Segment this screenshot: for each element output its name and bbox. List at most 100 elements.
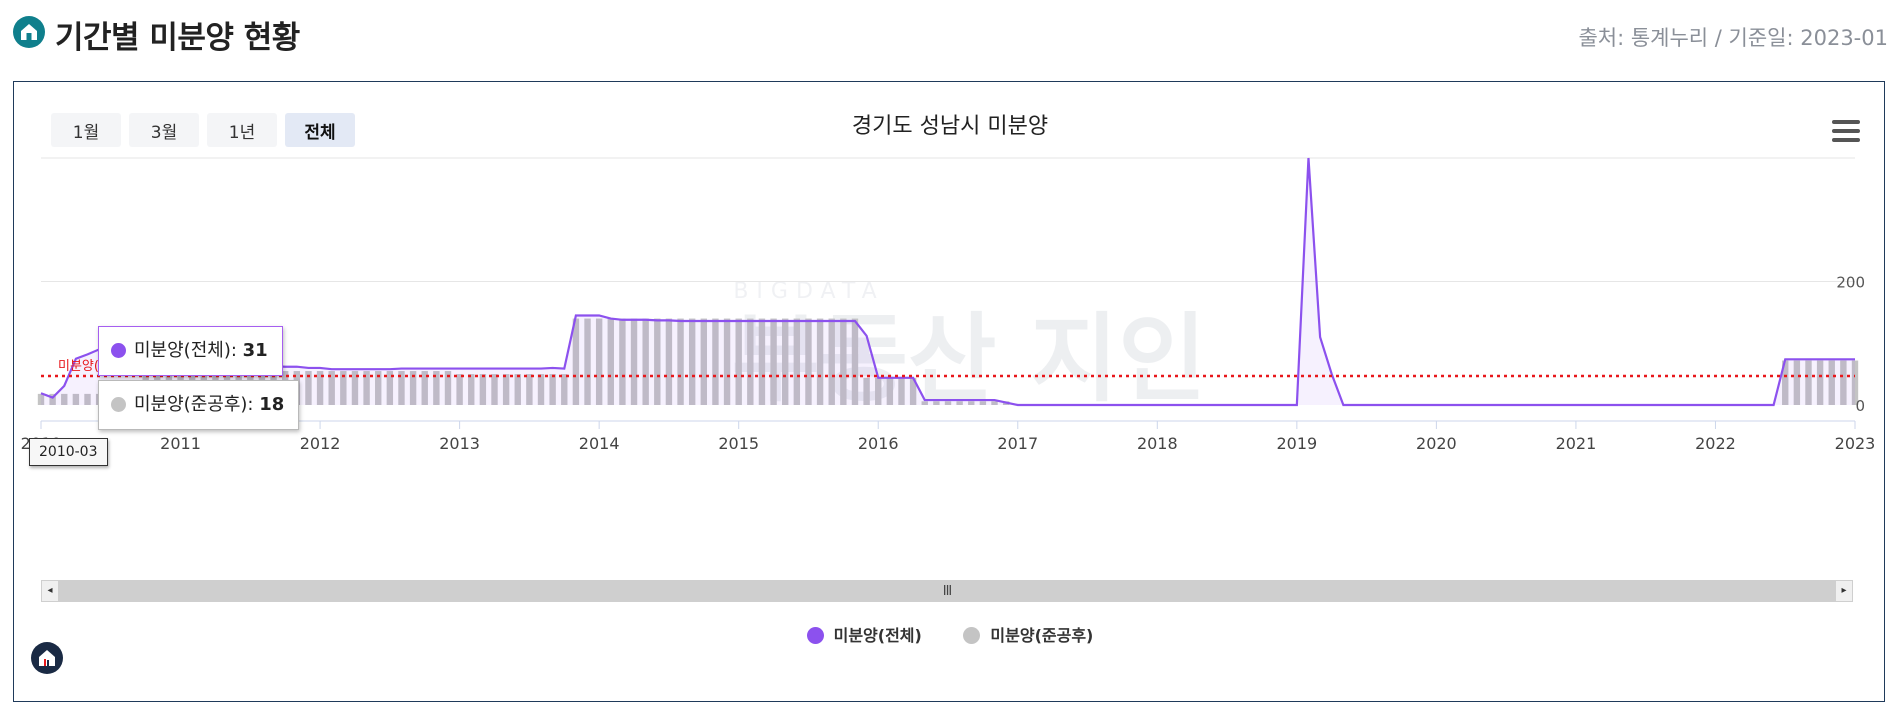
- range-button-1month[interactable]: 1월: [51, 113, 121, 147]
- tooltip-total: 미분양(전체): 31: [98, 326, 283, 376]
- completed-bar: [991, 401, 998, 405]
- chart-panel: 1월 3월 1년 전체 경기도 성남시 미분양 BIGDATA 부동산 지인 미…: [13, 81, 1885, 702]
- x-tick-label: 2022: [1695, 434, 1736, 453]
- x-axis-tooltip: 2010-03: [29, 438, 108, 466]
- completed-bar: [688, 318, 696, 405]
- y-tick-label: 200: [1836, 274, 1865, 292]
- tooltip-completed: 미분양(준공후): 18: [98, 380, 300, 430]
- completed-bar: [793, 318, 801, 405]
- completed-bar: [572, 318, 580, 405]
- completed-bar: [514, 374, 521, 405]
- completed-bar: [875, 377, 882, 405]
- completed-bar: [409, 371, 417, 405]
- legend-dot-completed: [963, 627, 981, 644]
- completed-bar: [479, 374, 487, 405]
- completed-bar: [351, 371, 359, 405]
- hamburger-menu-icon[interactable]: [1832, 120, 1860, 142]
- completed-bar: [37, 393, 45, 405]
- tooltip-total-dot: [111, 343, 126, 358]
- completed-bar: [468, 374, 475, 405]
- scrollbar-thumb[interactable]: III: [59, 580, 1835, 602]
- scrollbar-grip[interactable]: III: [942, 584, 952, 599]
- completed-bar: [1816, 360, 1824, 405]
- completed-bar: [1840, 360, 1847, 405]
- completed-bar: [677, 318, 684, 405]
- scroll-left-arrow-icon[interactable]: ◂: [41, 580, 59, 602]
- tooltip-completed-dot: [111, 397, 126, 412]
- completed-bar: [840, 318, 847, 405]
- home-brand-icon[interactable]: [31, 642, 63, 674]
- completed-bar: [328, 371, 335, 405]
- home-icon: [13, 16, 45, 48]
- page-title: 기간별 미분양 현황: [55, 20, 300, 56]
- completed-bar: [805, 318, 812, 405]
- completed-bar: [654, 318, 661, 405]
- completed-bar: [700, 318, 708, 405]
- completed-bar: [863, 377, 870, 405]
- completed-bar: [735, 318, 742, 405]
- legend-dot-total: [806, 627, 824, 644]
- range-button-3months[interactable]: 3월: [129, 113, 199, 147]
- completed-bar: [816, 318, 824, 405]
- x-tick-label: 2011: [160, 434, 201, 453]
- legend-item-completed[interactable]: 미분양(준공후): [963, 622, 1093, 646]
- completed-bar: [49, 393, 56, 405]
- source-info: 출처: 통계누리 / 기준일: 2023-01: [1578, 26, 1888, 50]
- completed-bar: [305, 371, 312, 405]
- chart-scrollbar[interactable]: III ◂ ▸: [41, 580, 1853, 602]
- completed-bar: [933, 401, 940, 405]
- completed-bar: [502, 374, 510, 405]
- completed-bar: [444, 371, 452, 405]
- completed-bar: [421, 371, 428, 405]
- completed-bar: [607, 318, 614, 405]
- legend-label-total: 미분양(전체): [833, 626, 922, 645]
- completed-bar: [956, 401, 963, 405]
- completed-bar: [526, 374, 533, 405]
- range-button-all[interactable]: 전체: [285, 113, 355, 147]
- chart-title: 경기도 성남시 미분양: [851, 114, 1049, 139]
- x-tick-label: 2013: [439, 434, 480, 453]
- completed-bar: [1805, 360, 1812, 405]
- x-tick-label: 2016: [858, 434, 899, 453]
- watermark-small: BIGDATA: [733, 279, 884, 304]
- range-button-1year[interactable]: 1년: [207, 113, 277, 147]
- completed-bar: [1782, 360, 1789, 405]
- completed-bar: [979, 401, 987, 405]
- tooltip-total-label: 미분양(전체): [134, 340, 231, 361]
- grid-lines: [41, 157, 1855, 282]
- completed-bar: [340, 371, 347, 405]
- page-header: 기간별 미분양 현황 출처: 통계누리 / 기준일: 2023-01: [0, 0, 1893, 66]
- completed-bar: [770, 318, 777, 405]
- x-tick-label: 2014: [579, 434, 620, 453]
- completed-bar: [537, 374, 545, 405]
- tooltip-completed-label: 미분양(준공후): [134, 394, 248, 415]
- completed-bar: [642, 318, 649, 405]
- completed-bar: [851, 318, 859, 405]
- tooltip-total-value: 31: [242, 340, 268, 361]
- completed-bar: [921, 401, 928, 405]
- completed-bar: [630, 318, 638, 405]
- completed-bar: [909, 377, 917, 405]
- completed-bar: [595, 318, 603, 405]
- completed-bar: [1793, 360, 1801, 405]
- completed-bar: [61, 393, 68, 405]
- y-axis: 0 200: [1836, 274, 1865, 416]
- x-tick-label: 2015: [718, 434, 759, 453]
- completed-bar: [758, 318, 766, 405]
- completed-bar: [561, 374, 568, 405]
- legend-item-total[interactable]: 미분양(전체): [806, 622, 922, 646]
- scroll-right-arrow-icon[interactable]: ▸: [1835, 580, 1853, 602]
- completed-bar: [968, 401, 975, 405]
- completed-bar: [433, 371, 440, 405]
- completed-bar: [665, 318, 673, 405]
- completed-bar: [84, 393, 91, 405]
- completed-bar: [1851, 360, 1859, 405]
- completed-bar: [944, 401, 952, 405]
- completed-bar: [723, 318, 731, 405]
- x-axis: 2010201120122013201420152016201720182019…: [21, 420, 1875, 453]
- x-tick-label: 2021: [1556, 434, 1597, 453]
- completed-bar: [316, 371, 324, 405]
- completed-bar: [549, 374, 556, 405]
- completed-bar: [747, 318, 754, 405]
- completed-bar: [782, 318, 789, 405]
